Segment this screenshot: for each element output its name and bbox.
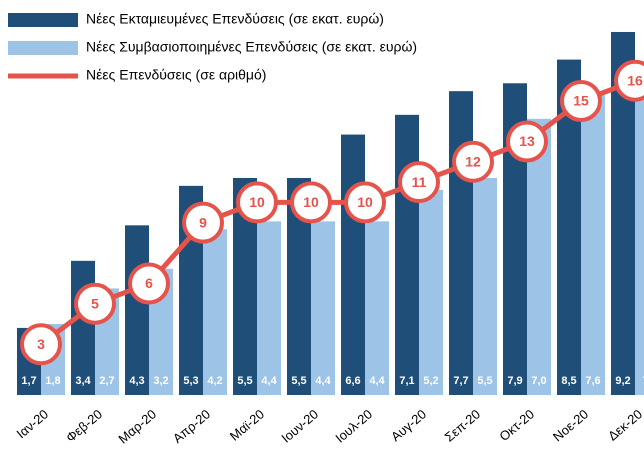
data-label: 5: [91, 295, 99, 311]
bar: [365, 221, 389, 395]
legend-label: Νέες Εκταμιευμένες Επενδύσεις (σε εκατ. …: [86, 11, 384, 27]
bar: [449, 91, 473, 395]
legend-swatch: [8, 13, 78, 27]
data-label: 10: [357, 194, 373, 210]
data-label: 3,4: [75, 375, 91, 387]
marker: [506, 120, 548, 163]
data-label: 6,6: [345, 375, 360, 387]
marker: [452, 140, 494, 183]
bar: [125, 225, 149, 395]
bar: [341, 134, 365, 395]
bar: [203, 229, 227, 395]
x-tick-label: Δεκ-20: [605, 406, 644, 443]
data-label: 15: [573, 93, 589, 109]
data-label: 16: [627, 72, 643, 88]
x-tick-label: Αυγ-20: [388, 406, 429, 444]
marker: [560, 79, 602, 122]
data-label: 4,3: [129, 375, 144, 387]
legend-label: Νέες Συμβασιοποιημένες Επενδύσεις (σε εκ…: [86, 39, 417, 55]
data-label: 4,4: [261, 375, 277, 387]
data-label: 12: [465, 154, 481, 170]
bar: [395, 114, 419, 396]
marker: [614, 59, 644, 102]
data-label: 7,7: [453, 375, 468, 387]
data-label: 8,5: [561, 375, 576, 387]
bar: [419, 189, 443, 395]
x-tick-label: Οκτ-20: [496, 406, 537, 444]
marker: [74, 282, 116, 325]
x-tick-label: Νοε-20: [550, 406, 591, 444]
data-label: 11: [412, 174, 427, 190]
x-tick-label: Ιαν-20: [14, 406, 52, 441]
data-label: 7,: [642, 375, 644, 387]
x-tick-label: Ιουλ-20: [332, 406, 375, 445]
data-label: 4,4: [315, 375, 331, 387]
x-tick-label: Απρ-20: [170, 406, 213, 446]
data-label: 10: [303, 194, 319, 210]
marker: [182, 201, 224, 244]
data-label: 6: [145, 275, 153, 291]
data-label: 5,5: [477, 375, 492, 387]
data-label: 5,3: [183, 375, 198, 387]
x-tick-label: Μαϊ-20: [227, 406, 267, 443]
data-label: 4,2: [207, 375, 222, 387]
bar: [527, 118, 551, 395]
x-tick-label: Σεπ-20: [442, 406, 484, 444]
marker: [344, 181, 386, 224]
data-label: 5,2: [423, 375, 438, 387]
legend-label: Νέες Επενδύσεις (σε αριθμό): [86, 67, 266, 83]
data-label: 10: [249, 194, 265, 210]
bar: [257, 221, 281, 395]
bar: [581, 95, 605, 396]
marker: [236, 181, 278, 224]
marker: [290, 181, 332, 224]
legend-swatch: [8, 41, 78, 55]
data-label: 9: [199, 214, 207, 230]
data-label: 7,1: [399, 375, 414, 387]
data-label: 5,5: [237, 375, 252, 387]
data-label: 7,9: [507, 375, 522, 387]
bar: [473, 177, 497, 395]
data-label: 4,4: [369, 375, 385, 387]
data-label: 1,8: [45, 375, 60, 387]
x-tick-label: Φεβ-20: [63, 406, 105, 445]
bar: [311, 221, 335, 395]
marker: [128, 262, 170, 305]
data-label: 13: [519, 133, 535, 149]
data-label: 5,5: [291, 375, 306, 387]
x-tick-label: Ιουν-20: [278, 406, 321, 445]
data-label: 7,6: [585, 375, 600, 387]
data-label: 3,2: [153, 375, 168, 387]
data-label: 3: [37, 336, 45, 352]
data-label: 2,7: [99, 375, 114, 387]
data-label: 9,2: [615, 375, 630, 387]
data-label: 1,7: [21, 375, 36, 387]
data-label: 7,0: [531, 375, 546, 387]
x-tick-label: Μαρ-20: [115, 406, 159, 446]
marker: [20, 323, 62, 366]
marker: [398, 161, 440, 204]
bar: [635, 95, 644, 396]
